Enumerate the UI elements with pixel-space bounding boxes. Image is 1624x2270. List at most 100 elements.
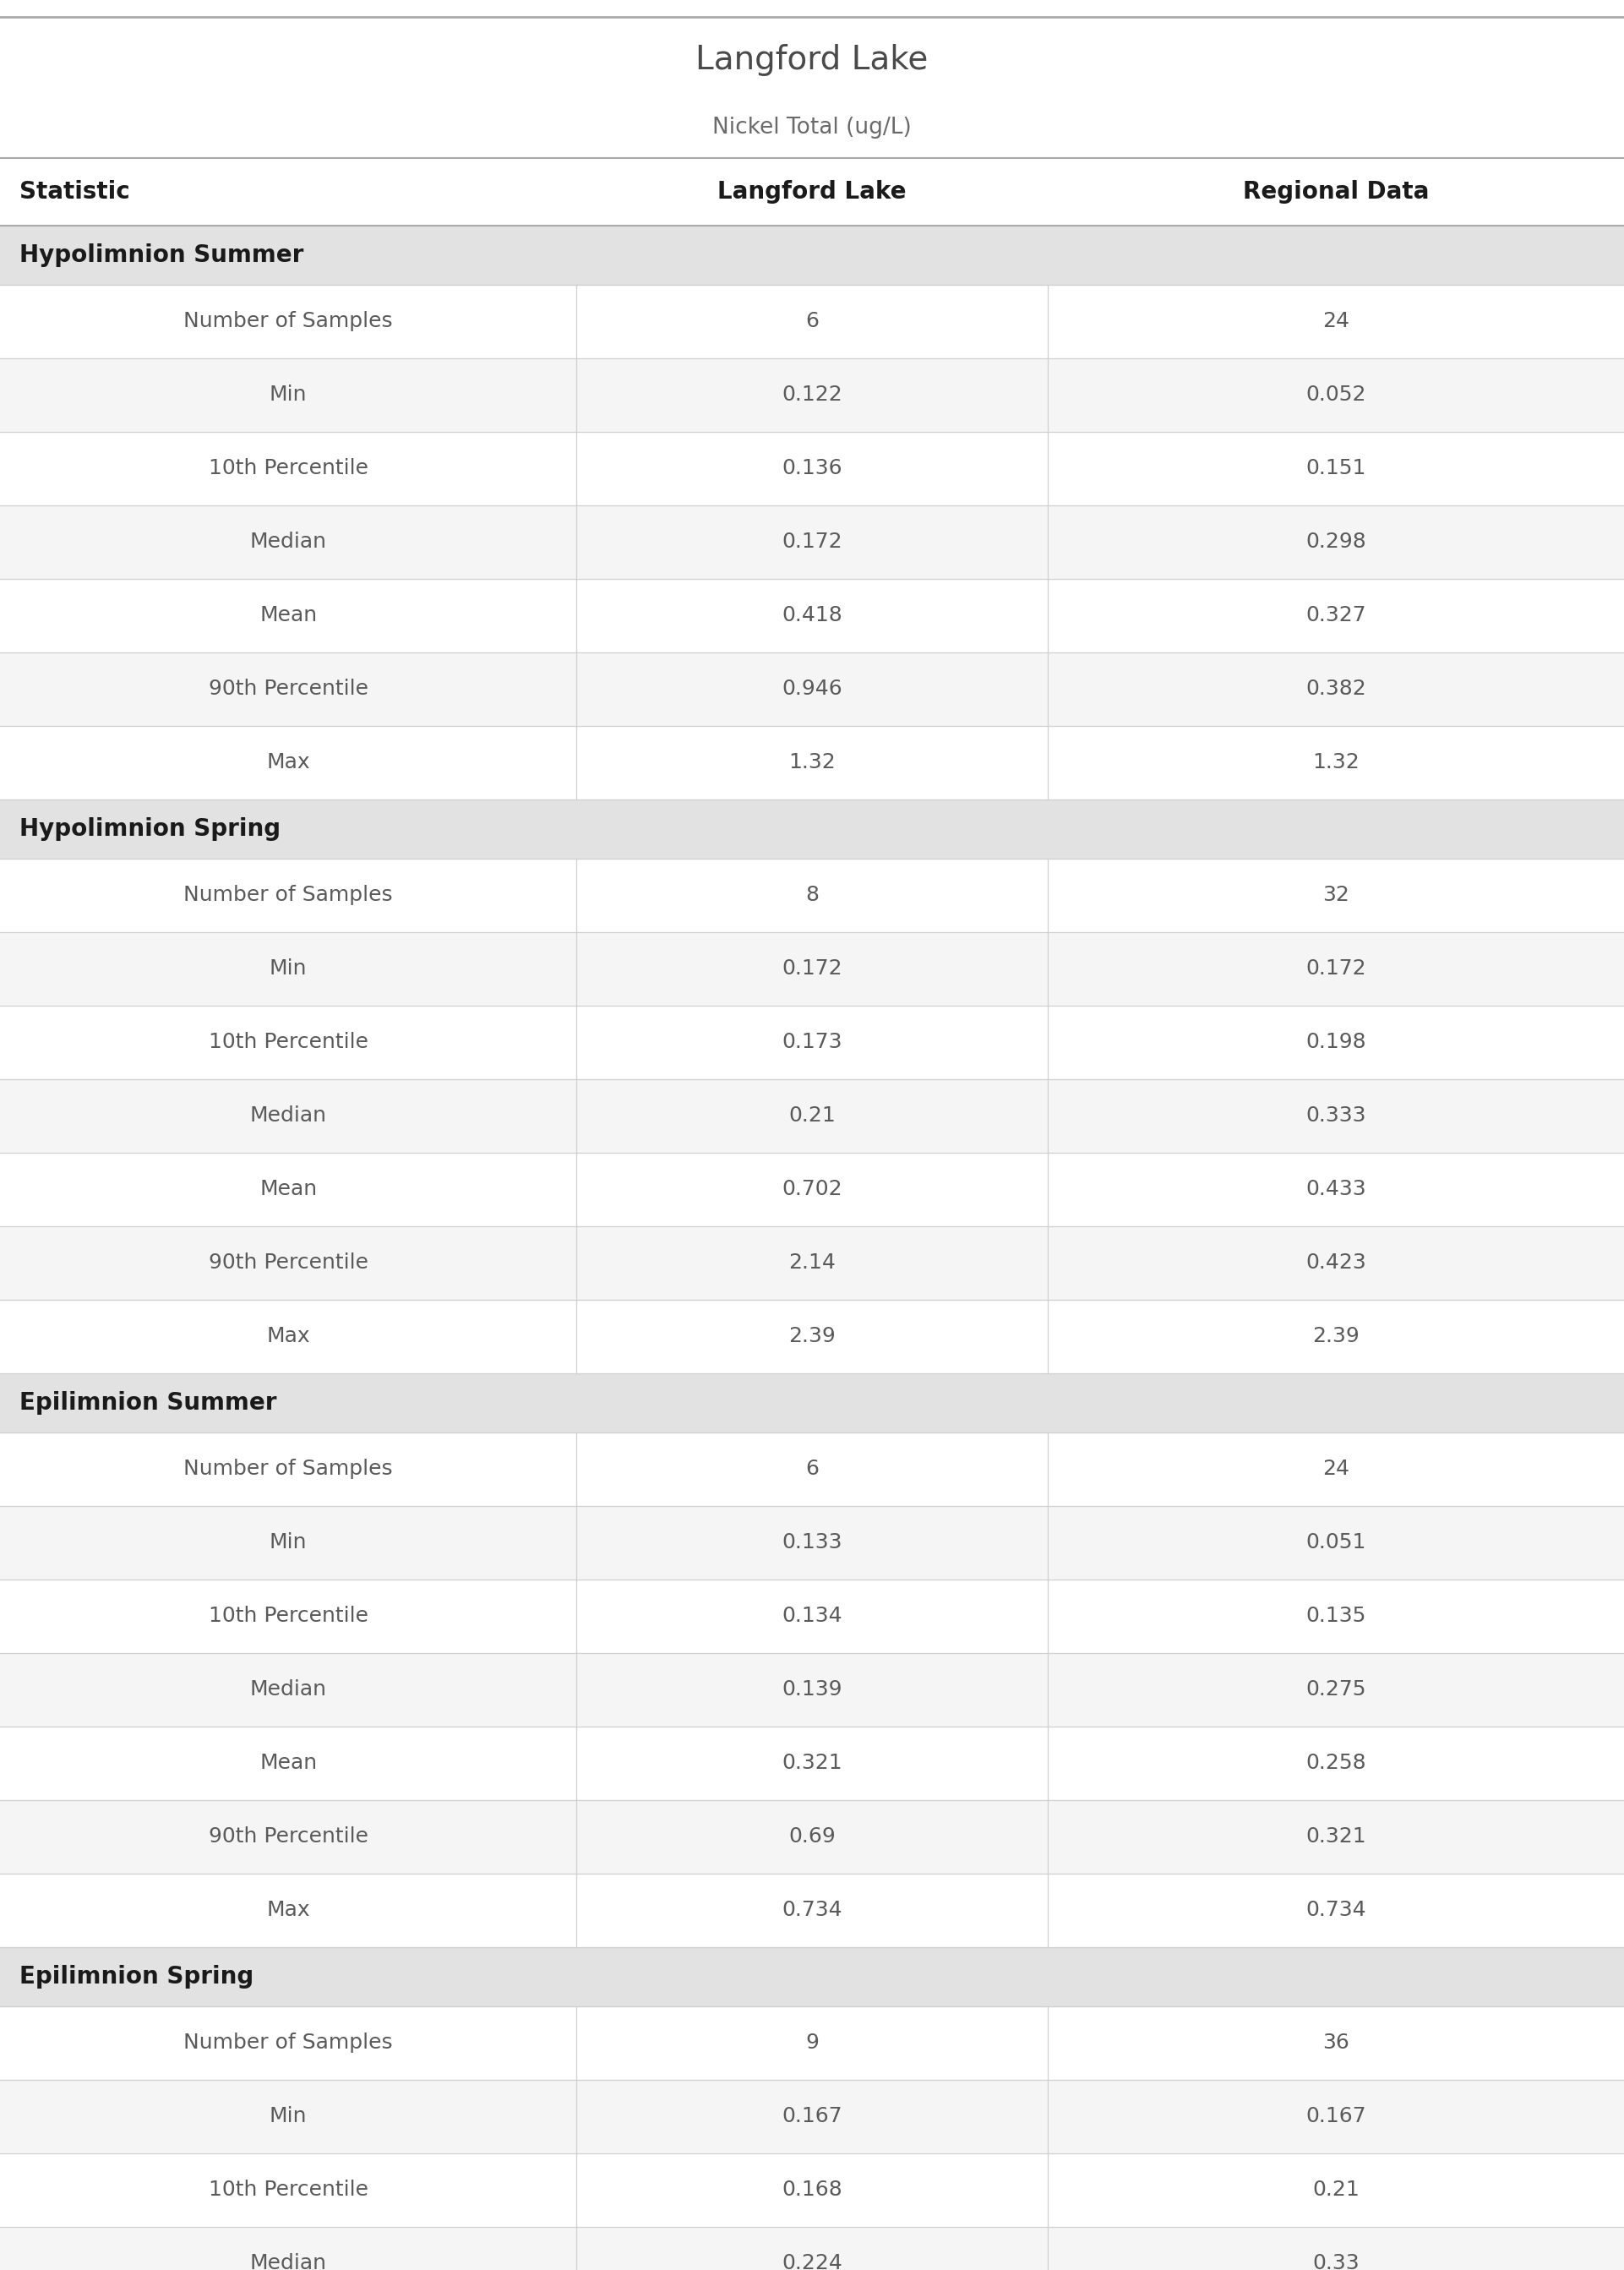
Text: Number of Samples: Number of Samples bbox=[184, 2032, 393, 2052]
Bar bbox=[0, 1432, 1624, 1505]
Text: Epilimnion Summer: Epilimnion Summer bbox=[19, 1392, 276, 1414]
Bar bbox=[0, 431, 1624, 504]
Bar bbox=[0, 359, 1624, 431]
Text: 2.39: 2.39 bbox=[1312, 1326, 1359, 1346]
Text: 0.173: 0.173 bbox=[781, 1033, 843, 1053]
Text: Regional Data: Regional Data bbox=[1242, 179, 1429, 204]
Bar bbox=[0, 1653, 1624, 1725]
Bar bbox=[0, 2007, 1624, 2079]
Text: 90th Percentile: 90th Percentile bbox=[208, 1253, 369, 1273]
Text: Number of Samples: Number of Samples bbox=[184, 1460, 393, 1480]
Text: 0.321: 0.321 bbox=[1306, 1827, 1366, 1846]
Bar bbox=[0, 1298, 1624, 1373]
Text: Langford Lake: Langford Lake bbox=[695, 43, 929, 77]
Text: 0.134: 0.134 bbox=[781, 1605, 843, 1625]
Text: Min: Min bbox=[270, 958, 307, 978]
Text: Hypolimnion Summer: Hypolimnion Summer bbox=[19, 243, 304, 266]
Text: 10th Percentile: 10th Percentile bbox=[208, 1033, 369, 1053]
Text: 0.21: 0.21 bbox=[788, 1105, 836, 1126]
Text: 0.275: 0.275 bbox=[1306, 1680, 1366, 1700]
Text: 10th Percentile: 10th Percentile bbox=[208, 2179, 369, 2200]
Text: 0.69: 0.69 bbox=[788, 1827, 836, 1846]
Bar bbox=[0, 1226, 1624, 1298]
Text: 2.39: 2.39 bbox=[788, 1326, 836, 1346]
Text: 0.167: 0.167 bbox=[1306, 2107, 1366, 2127]
Bar bbox=[0, 157, 1624, 225]
Bar bbox=[0, 1078, 1624, 1153]
Bar bbox=[0, 1873, 1624, 1948]
Text: Number of Samples: Number of Samples bbox=[184, 885, 393, 906]
Text: Statistic: Statistic bbox=[19, 179, 130, 204]
Bar bbox=[0, 2152, 1624, 2227]
Bar bbox=[0, 1580, 1624, 1653]
Text: 0.734: 0.734 bbox=[1306, 1900, 1366, 1920]
Text: Nickel Total (ug/L): Nickel Total (ug/L) bbox=[713, 116, 911, 138]
Text: 0.433: 0.433 bbox=[1306, 1178, 1366, 1199]
Text: Median: Median bbox=[250, 1105, 326, 1126]
Bar bbox=[0, 1373, 1624, 1432]
Bar bbox=[0, 858, 1624, 931]
Text: 0.224: 0.224 bbox=[781, 2254, 843, 2270]
Text: 0.418: 0.418 bbox=[781, 606, 843, 627]
Text: 0.167: 0.167 bbox=[781, 2107, 843, 2127]
Bar bbox=[0, 1006, 1624, 1078]
Text: 90th Percentile: 90th Percentile bbox=[208, 1827, 369, 1846]
Text: Max: Max bbox=[266, 1326, 310, 1346]
Text: 0.423: 0.423 bbox=[1306, 1253, 1366, 1273]
Text: Langford Lake: Langford Lake bbox=[718, 179, 906, 204]
Bar bbox=[0, 1153, 1624, 1226]
Text: 0.122: 0.122 bbox=[781, 384, 843, 404]
Text: 10th Percentile: 10th Percentile bbox=[208, 459, 369, 479]
Text: Mean: Mean bbox=[260, 1752, 317, 1773]
Bar bbox=[0, 1505, 1624, 1580]
Bar bbox=[0, 2227, 1624, 2270]
Bar bbox=[0, 504, 1624, 579]
Bar bbox=[0, 1948, 1624, 2007]
Text: 0.051: 0.051 bbox=[1306, 1532, 1366, 1553]
Text: 0.734: 0.734 bbox=[781, 1900, 843, 1920]
Text: Min: Min bbox=[270, 2107, 307, 2127]
Text: 0.172: 0.172 bbox=[781, 531, 843, 552]
Text: 6: 6 bbox=[806, 1460, 818, 1480]
Text: Mean: Mean bbox=[260, 606, 317, 627]
Text: 24: 24 bbox=[1322, 1460, 1350, 1480]
Text: 2.14: 2.14 bbox=[788, 1253, 836, 1273]
Text: 0.702: 0.702 bbox=[781, 1178, 843, 1199]
Text: 6: 6 bbox=[806, 311, 818, 331]
Text: 0.258: 0.258 bbox=[1306, 1752, 1366, 1773]
Bar bbox=[0, 2079, 1624, 2152]
Bar bbox=[0, 651, 1624, 726]
Text: 1.32: 1.32 bbox=[788, 751, 836, 772]
Text: Number of Samples: Number of Samples bbox=[184, 311, 393, 331]
Bar bbox=[0, 799, 1624, 858]
Text: 0.321: 0.321 bbox=[781, 1752, 843, 1773]
Text: 0.151: 0.151 bbox=[1306, 459, 1366, 479]
Bar bbox=[0, 1725, 1624, 1800]
Text: 24: 24 bbox=[1322, 311, 1350, 331]
Text: 0.136: 0.136 bbox=[781, 459, 843, 479]
Text: 1.32: 1.32 bbox=[1312, 751, 1359, 772]
Text: Min: Min bbox=[270, 1532, 307, 1553]
Text: Hypolimnion Spring: Hypolimnion Spring bbox=[19, 817, 281, 840]
Text: 0.946: 0.946 bbox=[781, 679, 843, 699]
Bar bbox=[0, 726, 1624, 799]
Text: Max: Max bbox=[266, 1900, 310, 1920]
Text: 0.33: 0.33 bbox=[1312, 2254, 1359, 2270]
Bar bbox=[0, 931, 1624, 1006]
Text: 10th Percentile: 10th Percentile bbox=[208, 1605, 369, 1625]
Text: 0.382: 0.382 bbox=[1306, 679, 1366, 699]
Text: Min: Min bbox=[270, 384, 307, 404]
Text: 0.135: 0.135 bbox=[1306, 1605, 1366, 1625]
Text: 36: 36 bbox=[1322, 2032, 1350, 2052]
Text: Epilimnion Spring: Epilimnion Spring bbox=[19, 1964, 253, 1989]
Text: Median: Median bbox=[250, 2254, 326, 2270]
Text: 32: 32 bbox=[1322, 885, 1350, 906]
Text: 0.333: 0.333 bbox=[1306, 1105, 1366, 1126]
Bar bbox=[0, 284, 1624, 359]
Text: 0.139: 0.139 bbox=[781, 1680, 843, 1700]
Bar bbox=[0, 1800, 1624, 1873]
Text: 0.198: 0.198 bbox=[1306, 1033, 1366, 1053]
Text: 0.172: 0.172 bbox=[1306, 958, 1366, 978]
Text: Median: Median bbox=[250, 1680, 326, 1700]
Bar bbox=[0, 579, 1624, 651]
